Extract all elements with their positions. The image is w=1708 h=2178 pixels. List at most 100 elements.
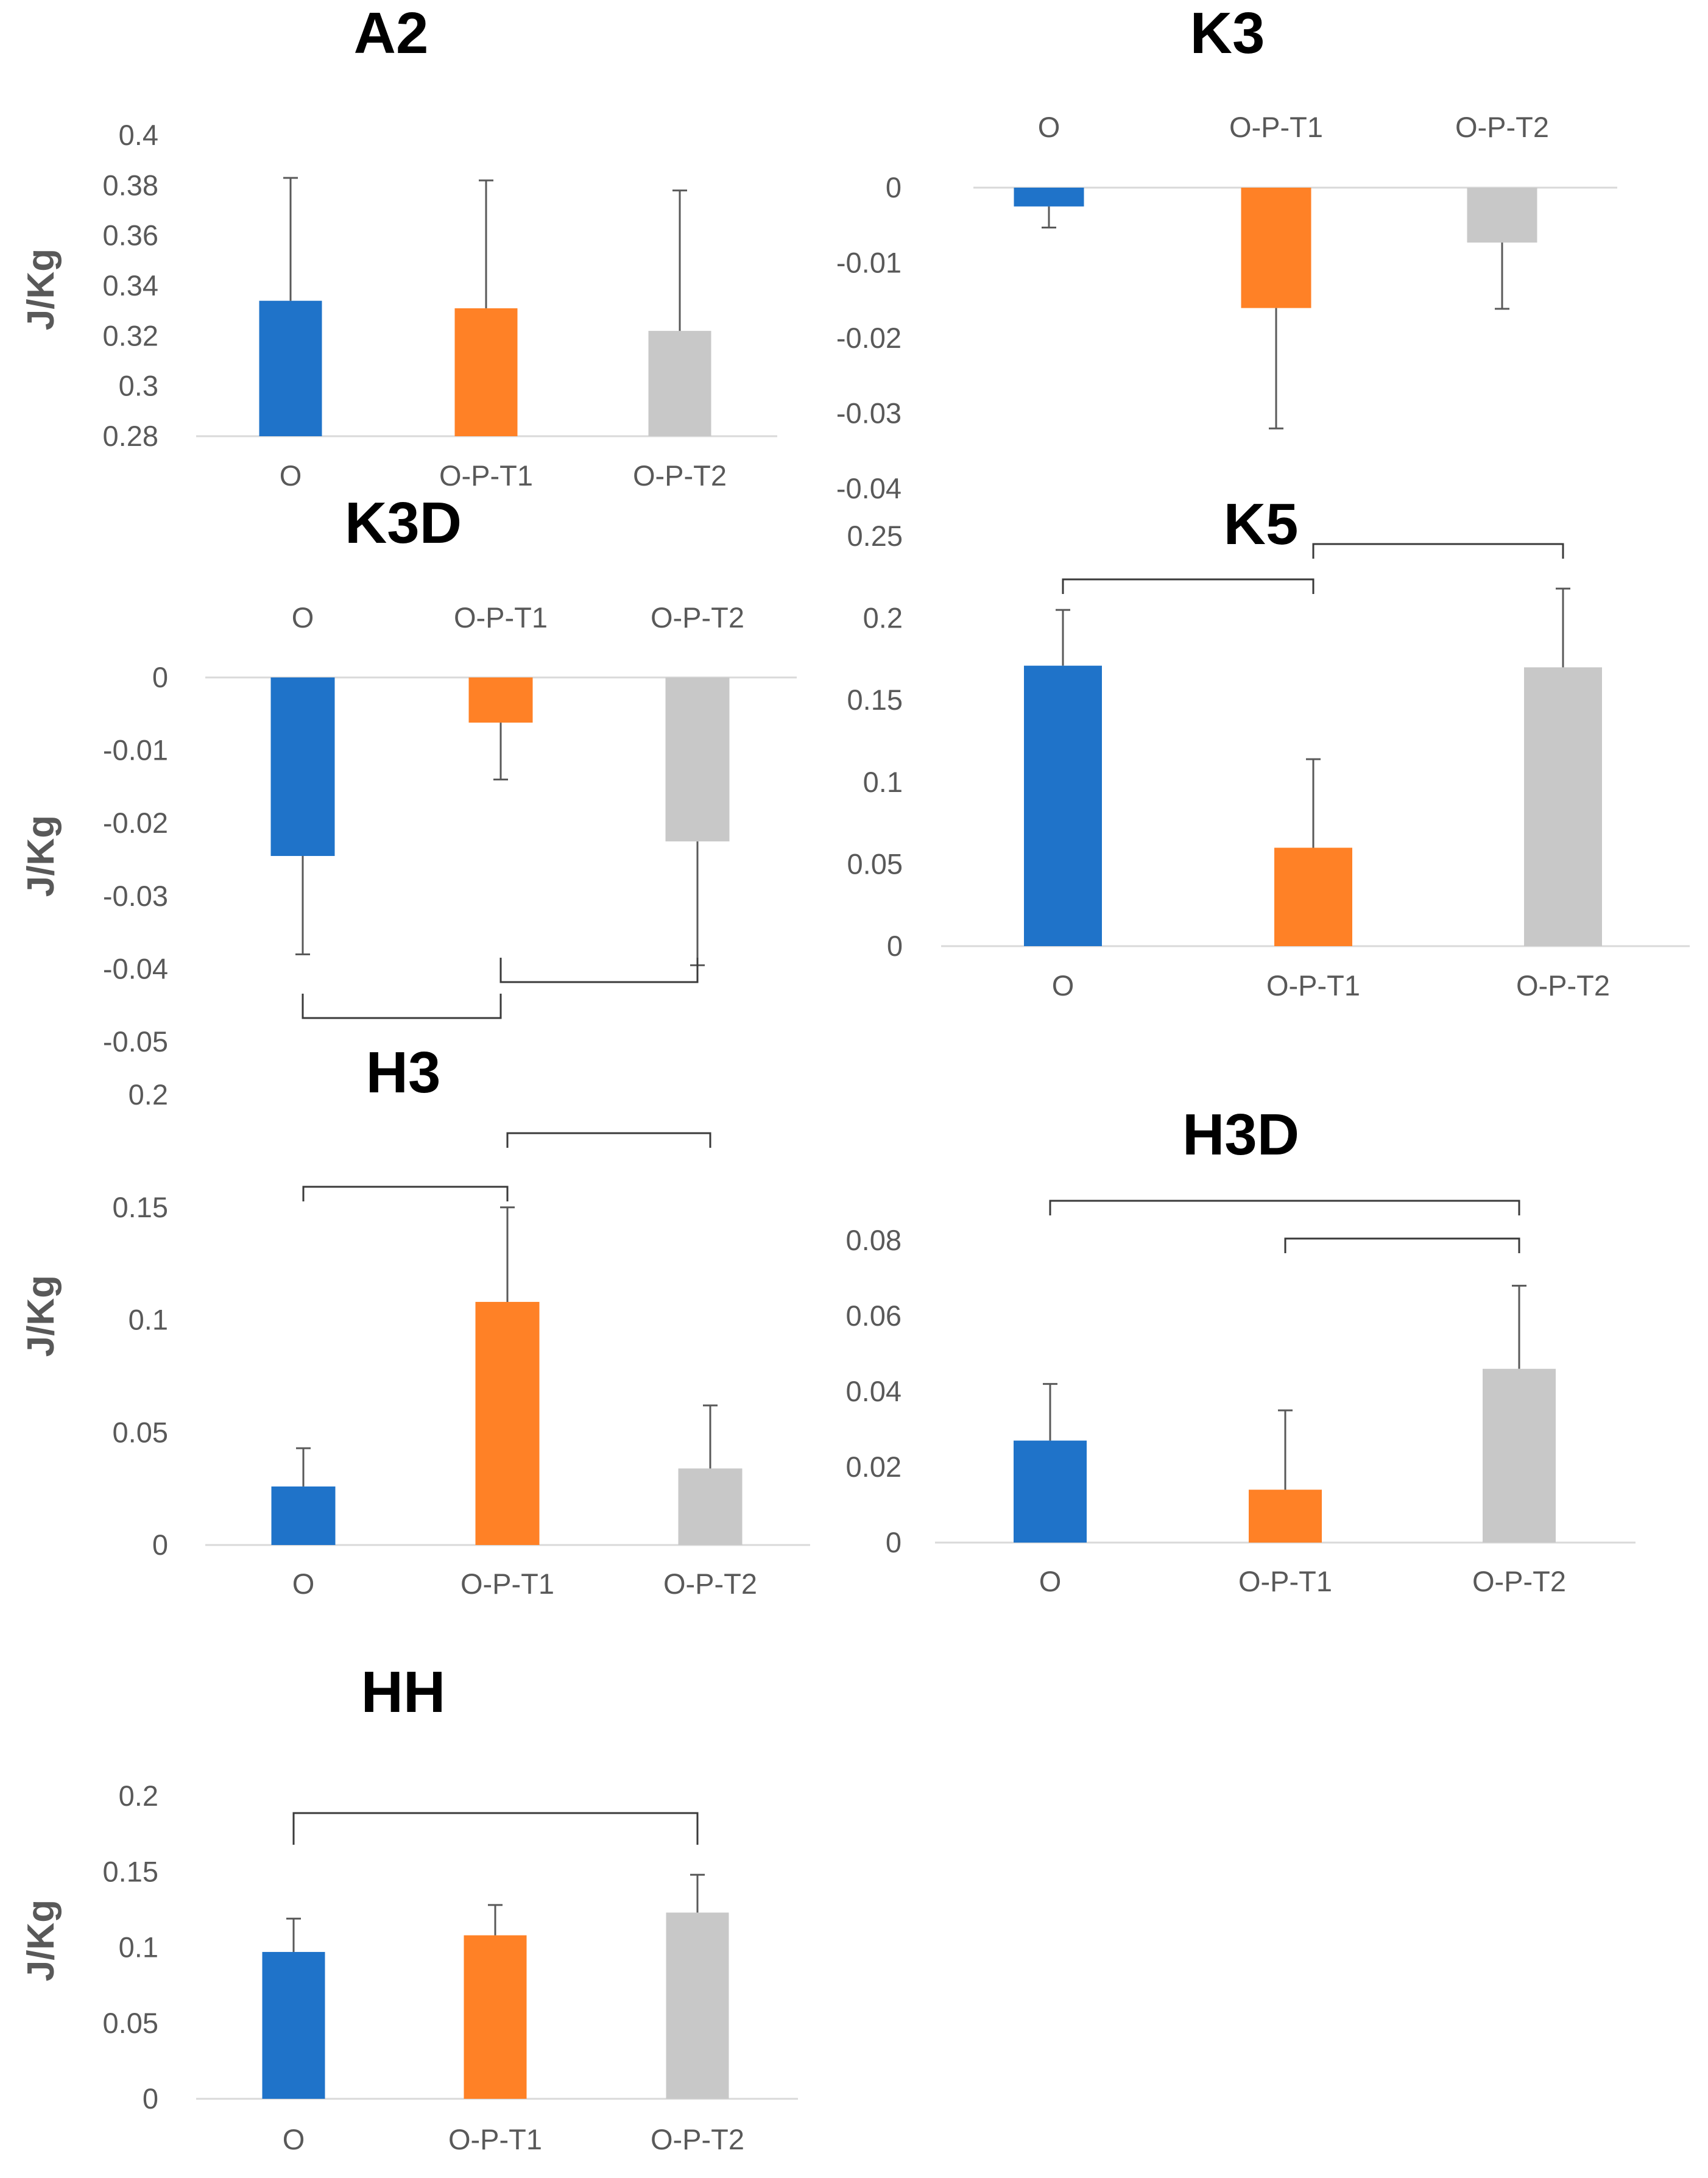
y-tick-label: 0.1 bbox=[119, 1931, 158, 1964]
y-tick-label: 0.38 bbox=[103, 169, 158, 201]
category-label: O bbox=[1038, 111, 1060, 143]
category-label: O bbox=[1039, 1565, 1062, 1597]
y-axis-label: J/Kg bbox=[20, 249, 62, 330]
chart-title: A2 bbox=[354, 1, 429, 66]
bar-o bbox=[1014, 1440, 1087, 1543]
significance-bracket bbox=[506, 1132, 711, 1148]
significance-bracket bbox=[302, 994, 502, 1019]
chart-a2: A2 J/Kg 0.4 0.38 0.36 0.34 0.32 0.3 0.28 O O-P-T1 O… bbox=[20, 1, 777, 492]
significance-bracket bbox=[302, 1186, 509, 1201]
chart-k3: K3 0 -0.01 -0.02 -0.03 -0.04 O O-P-T1 O-P-T2 bbox=[836, 1, 1617, 504]
y-tick-label: 0.05 bbox=[113, 1416, 168, 1448]
chart-title: K3D bbox=[345, 490, 462, 556]
category-label: O-P-T1 bbox=[1238, 1565, 1332, 1597]
y-tick-label: 0.1 bbox=[863, 766, 903, 798]
bar-o bbox=[270, 677, 335, 857]
y-tick-label: -0.01 bbox=[836, 247, 902, 279]
y-tick-label: 0.4 bbox=[119, 119, 158, 151]
chart-k5: K5 0.25 0.2 0.15 0.1 0.05 0 O O-P-T1 O-P-T2 bbox=[847, 492, 1690, 1002]
y-tick-label: 0.2 bbox=[129, 1078, 168, 1111]
y-tick-label: 0 bbox=[886, 1526, 902, 1558]
category-label: O-P-T2 bbox=[1455, 111, 1549, 143]
bar-o bbox=[1024, 665, 1102, 946]
y-tick-label: 0.25 bbox=[847, 520, 903, 552]
y-tick-label: -0.03 bbox=[103, 880, 168, 912]
y-tick-label: 0.2 bbox=[119, 1780, 158, 1812]
y-tick-label: -0.02 bbox=[836, 322, 902, 354]
significance-bracket bbox=[1284, 1237, 1520, 1253]
chart-title: H3 bbox=[366, 1040, 441, 1105]
category-label: O-P-T1 bbox=[448, 2123, 542, 2155]
bar-o-p-t2 bbox=[665, 677, 730, 842]
y-tick-label: 0.15 bbox=[847, 684, 903, 716]
chart-title: K5 bbox=[1224, 492, 1299, 557]
y-tick-label: -0.05 bbox=[103, 1025, 168, 1058]
y-tick-label: 0.28 bbox=[103, 420, 158, 452]
chart-title: K3 bbox=[1190, 1, 1265, 66]
significance-bracket bbox=[499, 958, 699, 983]
y-tick-label: 0.15 bbox=[103, 1855, 158, 1887]
category-label: O-P-T2 bbox=[651, 601, 744, 634]
y-tick-label: 0.1 bbox=[129, 1304, 168, 1336]
bar-o-p-t2 bbox=[648, 331, 711, 436]
bar-o-p-t2 bbox=[1467, 188, 1537, 243]
y-tick-label: 0.04 bbox=[846, 1375, 902, 1407]
category-label: O-P-T2 bbox=[651, 2123, 744, 2155]
significance-bracket bbox=[1049, 1200, 1520, 1215]
bar-o-p-t1 bbox=[464, 1935, 527, 2099]
y-tick-label: -0.03 bbox=[836, 397, 902, 430]
bar-o-p-t1 bbox=[475, 1301, 540, 1545]
significance-bracket bbox=[292, 1812, 699, 1845]
y-tick-label: 0.08 bbox=[846, 1224, 902, 1256]
category-label: O-P-T1 bbox=[1266, 969, 1360, 1002]
category-label: O-P-T1 bbox=[454, 601, 548, 634]
y-tick-label: 0.32 bbox=[103, 319, 158, 352]
bar-o-p-t1 bbox=[1249, 1490, 1322, 1543]
bar-o-p-t2 bbox=[678, 1468, 743, 1545]
y-tick-label: -0.01 bbox=[103, 734, 168, 766]
y-axis-label: J/Kg bbox=[20, 1275, 62, 1357]
bar-o-p-t1 bbox=[454, 308, 518, 436]
bar-o-p-t1 bbox=[1241, 188, 1311, 308]
y-tick-label: 0.3 bbox=[119, 370, 158, 402]
bar-o-p-t1 bbox=[1274, 847, 1352, 946]
y-tick-label: 0.02 bbox=[846, 1451, 902, 1483]
bar-o-p-t2 bbox=[1524, 667, 1602, 946]
bar-o-p-t2 bbox=[1483, 1368, 1556, 1543]
category-label: O-P-T1 bbox=[461, 1568, 554, 1600]
y-tick-label: 0 bbox=[143, 2082, 158, 2115]
bar-o bbox=[262, 1951, 325, 2099]
bar-o bbox=[259, 300, 322, 436]
y-tick-label: 0.2 bbox=[863, 602, 903, 634]
y-tick-label: 0.34 bbox=[103, 269, 158, 302]
chart-h3d: H3D 0.08 0.06 0.04 0.02 0 O O-P-T1 O-P-T2 bbox=[846, 1102, 1636, 1597]
y-axis-label: J/Kg bbox=[20, 815, 62, 897]
significance-bracket bbox=[1062, 578, 1315, 594]
category-label: O-P-T1 bbox=[439, 459, 533, 492]
chart-k3d: K3D J/Kg 0 -0.01 -0.02 -0.03 -0.04 -0.05 O O-P-T1… bbox=[20, 490, 797, 1058]
y-tick-label: 0.06 bbox=[846, 1299, 902, 1332]
significance-bracket bbox=[1312, 543, 1564, 559]
y-tick-label: 0.15 bbox=[113, 1191, 168, 1223]
chart-h3: H3 J/Kg 0.2 0.15 0.1 0.05 0 O O-P-T1 O-P-T2 bbox=[20, 1040, 810, 1600]
category-label: O bbox=[280, 459, 302, 492]
y-tick-label: -0.02 bbox=[103, 807, 168, 839]
category-label: O-P-T2 bbox=[1472, 1565, 1566, 1597]
y-tick-label: 0 bbox=[886, 171, 902, 203]
bar-o-p-t2 bbox=[666, 1912, 729, 2099]
chart-title: HH bbox=[361, 1660, 446, 1725]
category-label: O bbox=[1052, 969, 1075, 1002]
bar-o bbox=[271, 1486, 336, 1545]
bar-o bbox=[1014, 188, 1084, 207]
y-axis-label: J/Kg bbox=[20, 1900, 62, 1981]
y-tick-label: -0.04 bbox=[836, 472, 902, 504]
y-tick-label: 0 bbox=[152, 661, 168, 693]
category-label: O-P-T2 bbox=[633, 459, 727, 492]
category-label: O-P-T2 bbox=[1516, 969, 1610, 1002]
bar-o-p-t1 bbox=[468, 677, 533, 723]
category-label: O-P-T2 bbox=[663, 1568, 757, 1600]
category-label: O bbox=[292, 1568, 315, 1600]
chart-title: H3D bbox=[1182, 1102, 1299, 1167]
y-tick-label: 0.05 bbox=[847, 847, 903, 880]
